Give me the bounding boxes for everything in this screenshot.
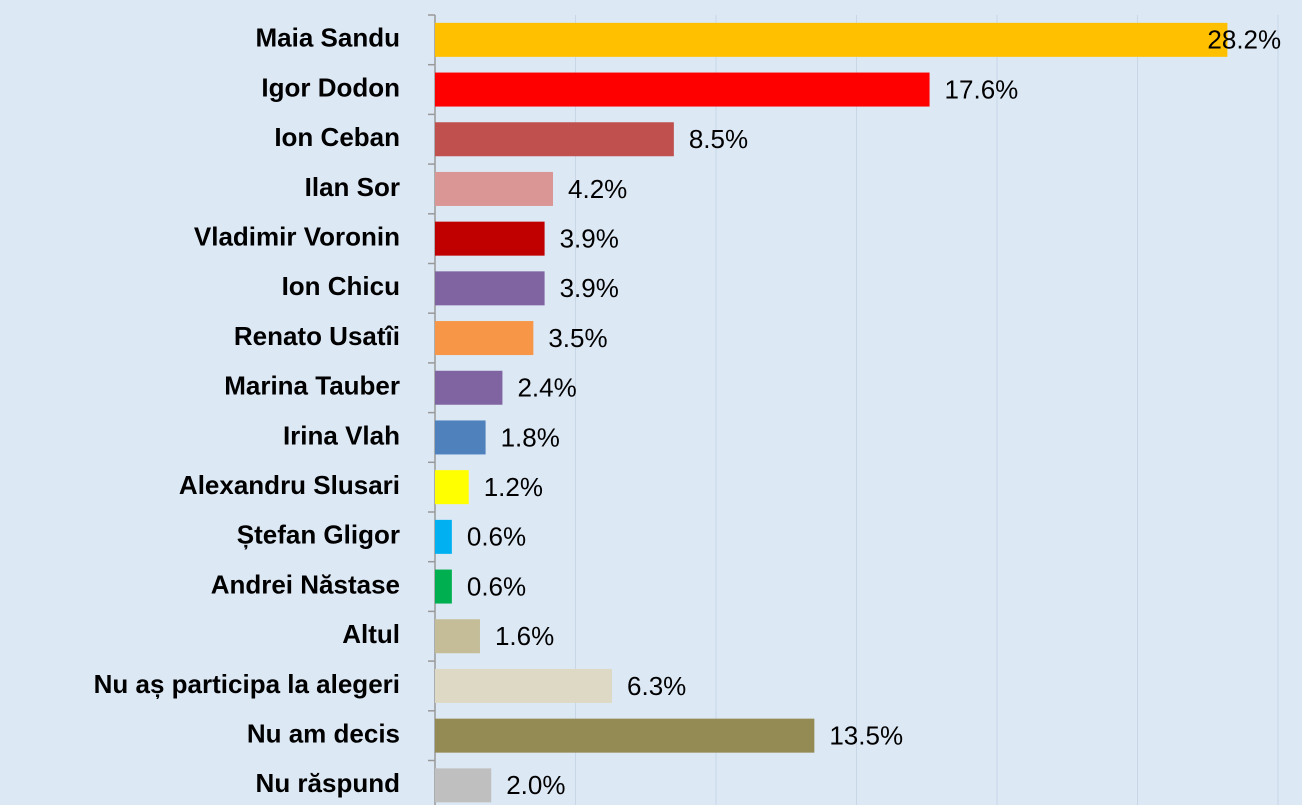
category-label: Nu răspund (256, 768, 400, 798)
bar (435, 420, 486, 455)
category-label: Altul (342, 619, 400, 649)
value-label: 4.2% (568, 174, 627, 204)
value-label: 17.6% (945, 74, 1019, 104)
value-label: 13.5% (829, 721, 903, 751)
value-label: 3.5% (548, 323, 607, 353)
value-label: 1.8% (501, 422, 560, 452)
category-label: Irina Vlah (283, 420, 400, 450)
value-label: 2.4% (517, 373, 576, 403)
value-label: 3.9% (560, 273, 619, 303)
category-label: Nu aș participa la alegeri (94, 669, 400, 699)
category-label: Ilan Sor (305, 172, 400, 202)
value-label: 1.2% (484, 472, 543, 502)
bar (435, 171, 554, 206)
category-label: Marina Tauber (224, 371, 400, 401)
bar (435, 668, 613, 703)
category-label: Renato Usatîi (234, 321, 400, 351)
value-label: 1.6% (495, 621, 554, 651)
bar (435, 221, 545, 256)
value-label: 2.0% (506, 770, 565, 800)
value-label: 28.2% (1207, 25, 1281, 55)
bar (435, 321, 534, 356)
bar (435, 470, 469, 505)
category-label: Ion Ceban (274, 122, 400, 152)
bar (435, 22, 1228, 57)
category-label: Ion Chicu (282, 271, 400, 301)
category-label: Igor Dodon (261, 72, 400, 102)
value-label: 6.3% (627, 671, 686, 701)
category-label: Maia Sandu (256, 23, 400, 53)
bar (435, 768, 492, 803)
bar (435, 718, 815, 753)
value-label: 0.6% (467, 571, 526, 601)
category-label: Andrei Năstase (211, 569, 400, 599)
value-label: 8.5% (689, 124, 748, 154)
bar (435, 72, 930, 107)
bar (435, 122, 674, 157)
bar (435, 519, 452, 554)
category-label: Vladimir Voronin (194, 222, 400, 252)
category-label: Nu am decis (247, 719, 400, 749)
bar (435, 370, 503, 405)
category-label: Alexandru Slusari (179, 470, 400, 500)
bar (435, 619, 480, 654)
value-label: 0.6% (467, 522, 526, 552)
category-label: Ștefan Gligor (237, 520, 400, 550)
bar (435, 271, 545, 306)
value-label: 3.9% (560, 224, 619, 254)
bar (435, 569, 452, 604)
